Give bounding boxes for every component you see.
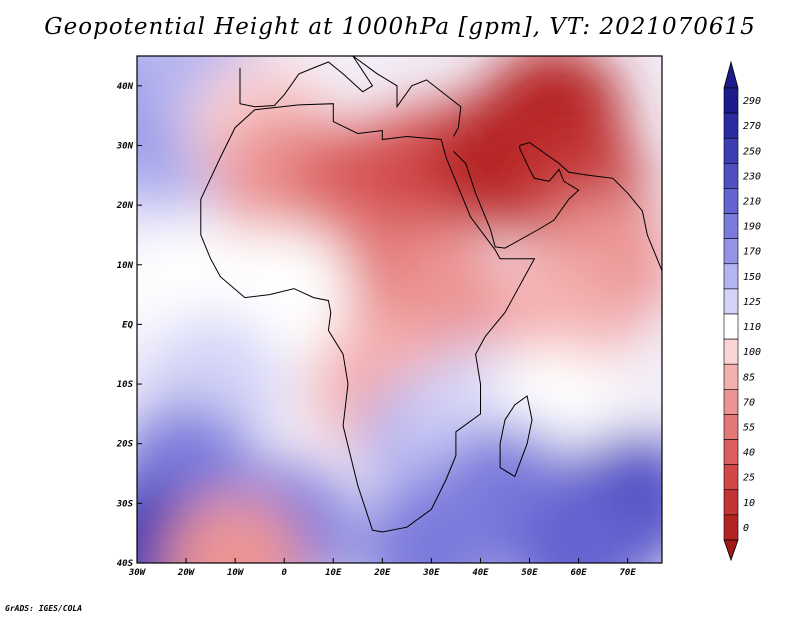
lon-label-0: 0 <box>281 568 287 578</box>
colorbar-label-100: 100 <box>743 347 761 358</box>
colorbar-swatch-250 <box>723 137 739 164</box>
lon-label-50E: 50E <box>521 568 538 578</box>
colorbar-label-0: 0 <box>743 523 749 534</box>
lat-label-30N: 30N <box>116 141 134 151</box>
colorbar-swatch-100 <box>723 338 739 365</box>
lon-label-40E: 40E <box>472 568 489 578</box>
colorbar-label-170: 170 <box>743 247 761 258</box>
lat-label-20S: 20S <box>116 440 134 450</box>
lat-label-EQ: EQ <box>122 320 133 330</box>
height-field <box>137 56 662 563</box>
lon-label-10W: 10W <box>227 568 245 578</box>
colorbar-swatch-10 <box>723 489 739 516</box>
colorbar-bottom-arrow <box>723 539 739 562</box>
lon-label-60E: 60E <box>570 568 587 578</box>
colorbar-label-190: 190 <box>743 222 761 233</box>
colorbar-swatch-40 <box>723 439 739 465</box>
colorbar-swatch-85 <box>723 363 739 390</box>
colorbar-label-270: 270 <box>743 121 761 132</box>
lon-axis: 30W 20W 10W 0 10E 20E 30E 40E 50E 60E 70E <box>128 558 636 578</box>
lon-label-20W: 20W <box>177 568 196 578</box>
colorbar-swatch-0 <box>723 514 739 541</box>
colorbar-label-40: 40 <box>743 448 755 459</box>
plot-frame <box>136 55 663 564</box>
colorbar-label-230: 230 <box>743 171 761 182</box>
colorbar-swatch-210 <box>723 188 739 214</box>
colorbar-label-25: 25 <box>743 473 755 484</box>
colorbar-label-85: 85 <box>743 372 755 383</box>
plot-area: 40N 30N 20N 10N EQ 10S 20S 30S 40S 30W 20W 10W 0 10E… <box>116 55 663 578</box>
colorbar-swatch-110 <box>723 313 739 340</box>
colorbar-swatch-230 <box>723 163 739 189</box>
lat-label-10S: 10S <box>117 380 134 390</box>
colorbar-swatch-70 <box>723 389 739 415</box>
colorbar-swatch-150 <box>723 263 739 290</box>
colorbar-swatch-125 <box>723 288 739 315</box>
lat-label-30S: 30S <box>116 499 134 509</box>
madagascar-coastline <box>499 395 533 478</box>
coastlines <box>200 56 662 533</box>
lon-label-30W: 30W <box>128 568 147 578</box>
field-region-28 <box>165 493 306 563</box>
colorbar-label-210: 210 <box>743 197 761 208</box>
colorbar-label-55: 55 <box>743 423 755 434</box>
lat-label-40N: 40N <box>117 82 134 92</box>
colorbar-top-arrow <box>723 60 739 89</box>
field-region-27 <box>361 481 502 563</box>
lon-label-70E: 70E <box>620 568 637 578</box>
colorbar-swatch-55 <box>723 414 739 440</box>
europe-coastline <box>239 56 462 137</box>
credit-text: GrADS: IGES/COLA <box>5 604 83 613</box>
colorbar-label-10: 10 <box>743 498 755 509</box>
lon-label-20E: 20E <box>373 568 391 578</box>
map-title: Geopotential Height at 1000hPa [gpm], VT… <box>44 14 756 40</box>
colorbar-label-150: 150 <box>743 272 761 283</box>
colorbar-swatch-290 <box>723 87 739 114</box>
lon-label-10E: 10E <box>325 568 342 578</box>
colorbar-swatch-170 <box>723 238 739 265</box>
lon-label-30E: 30E <box>422 568 440 578</box>
colorbar: 2902702502302101901701501251101008570554… <box>723 60 761 562</box>
lat-label-40S: 40S <box>117 559 134 569</box>
colorbar-swatch-25 <box>723 464 739 491</box>
colorbar-label-110: 110 <box>743 322 761 333</box>
arabia-coastline <box>453 141 662 271</box>
africa-coastline <box>200 103 536 533</box>
colorbar-label-125: 125 <box>743 297 761 308</box>
colorbar-label-250: 250 <box>743 146 761 157</box>
colorbar-swatch-190 <box>723 213 739 239</box>
colorbar-swatch-270 <box>723 112 739 139</box>
field-region-29 <box>508 481 649 563</box>
lat-axis: 40N 30N 20N 10N EQ 10S 20S 30S 40S <box>116 82 142 569</box>
lat-label-10N: 10N <box>117 261 134 271</box>
colorbar-label-70: 70 <box>743 397 755 408</box>
lat-label-20N: 20N <box>116 201 134 211</box>
colorbar-label-290: 290 <box>743 96 761 107</box>
